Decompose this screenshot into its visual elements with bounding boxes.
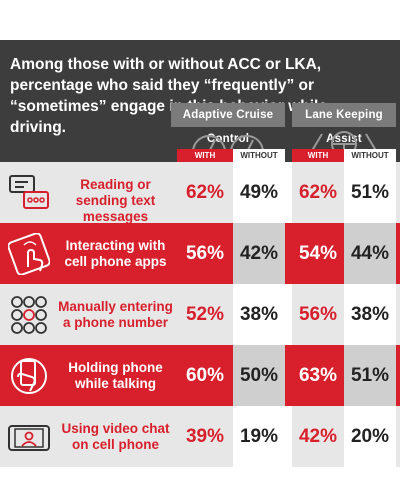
table-row: Manually entering a phone number 52% 38%… (0, 284, 400, 345)
acc-without-subheader: WITHOUT (233, 149, 285, 162)
behavior-label: Interacting with cell phone apps (64, 238, 167, 269)
lka-without-value: 38% (344, 284, 396, 345)
acc-without-value: 19% (233, 406, 285, 467)
table-row: Using video chat on cell phone 39% 19% 4… (0, 406, 400, 467)
column-divider (285, 406, 292, 467)
acc-with-value: 62% (185, 182, 225, 203)
lka-column-header: Lane Keeping Assist (292, 103, 396, 145)
video-chat-icon (8, 416, 50, 458)
column-divider (285, 284, 292, 345)
behavior-label: Holding phone while talking (68, 360, 163, 391)
acc-without-value: 42% (233, 223, 285, 284)
infographic: Among those with or without ACC or LKA, … (0, 40, 400, 468)
phone-tap-icon (7, 232, 51, 276)
lka-with-value: 62% (298, 182, 338, 203)
lka-with-value: 42% (298, 426, 338, 447)
column-divider (285, 345, 292, 406)
lka-without-value: 51% (344, 345, 396, 406)
acc-with-subheader: WITH (177, 149, 233, 162)
acc-with-value: 56% (185, 243, 225, 264)
acc-column-header: Adaptive Cruise Control (171, 103, 285, 145)
lka-with-value: 56% (298, 304, 338, 325)
keypad-icon (8, 294, 50, 336)
acc-without-value: 50% (233, 345, 285, 406)
lka-without-subheader: WITHOUT (344, 149, 396, 162)
column-divider (285, 162, 292, 223)
lka-with-value: 63% (298, 365, 338, 386)
phone-in-hand-icon (8, 355, 50, 397)
behavior-label: Using video chat on cell phone (61, 421, 170, 452)
chart-title: Among those with or without ACC or LKA, … (10, 56, 327, 136)
lka-without-value: 44% (344, 223, 396, 284)
behavior-label: Manually entering a phone number (58, 299, 173, 330)
column-divider (285, 223, 292, 284)
chat-bubbles-icon (8, 172, 50, 214)
header-panel: Among those with or without ACC or LKA, … (0, 40, 400, 162)
lka-with-subheader: WITH (292, 149, 344, 162)
table-row: Reading or sending text messages 62% 49%… (0, 162, 400, 224)
behavior-label: Reading or sending text messages (75, 177, 156, 224)
acc-with-value: 39% (185, 426, 225, 447)
lka-with-value: 54% (298, 243, 338, 264)
lka-without-value: 51% (344, 162, 396, 223)
acc-with-value: 52% (185, 304, 225, 325)
acc-with-value: 60% (185, 365, 225, 386)
acc-without-value: 49% (233, 162, 285, 223)
table-row: Holding phone while talking 60% 50% 63% … (0, 345, 400, 406)
table-row: Interacting with cell phone apps 56% 42%… (0, 223, 400, 284)
acc-without-value: 38% (233, 284, 285, 345)
lka-without-value: 20% (344, 406, 396, 467)
